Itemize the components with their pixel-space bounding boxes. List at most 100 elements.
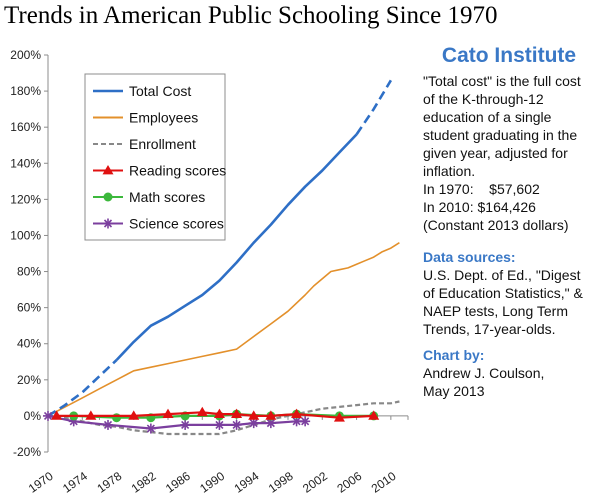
star-stroke (292, 417, 301, 426)
data-point (231, 408, 243, 418)
legend-item: Enrollment (93, 136, 196, 152)
data-point (145, 423, 156, 434)
legend-item: Reading scores (93, 163, 226, 179)
x-tick-label: 2002 (300, 469, 330, 496)
data-point (51, 410, 63, 420)
x-tick-label: 1990 (197, 469, 227, 496)
data-point (196, 406, 208, 417)
y-tick-label: 80% (17, 265, 41, 279)
cost-1970-row: In 1970: $57,602 (423, 180, 595, 198)
y-tick-label: 180% (10, 84, 41, 98)
star-stroke (232, 420, 241, 429)
legend-label: Employees (129, 110, 198, 126)
cost-2010-value: $164,426 (477, 199, 536, 215)
data-point (265, 410, 277, 420)
series-line (355, 79, 393, 136)
x-tick-label: 1982 (129, 469, 159, 496)
y-tick-label: -20% (13, 445, 41, 459)
chartby-date: May 2013 (423, 383, 485, 399)
x-tick-label: 1970 (26, 469, 56, 496)
data-point (128, 410, 140, 420)
y-tick-label: 60% (17, 301, 41, 315)
dollars-note: (Constant 2013 dollars) (423, 217, 569, 233)
data-point (43, 410, 53, 421)
star-stroke (215, 420, 224, 429)
legend-box (84, 73, 226, 241)
data-point (213, 408, 225, 418)
legend: Total Cost Employees Enrollment Reading sco… (84, 73, 226, 241)
data-point (85, 410, 97, 420)
data-point (214, 419, 225, 430)
data-point (248, 418, 259, 429)
cost-2010-row: In 2010: $164,426 (423, 198, 595, 216)
legend-item: Science scores (93, 216, 224, 232)
star-stroke (103, 420, 113, 429)
cost-description: "Total cost" is the full cost of the K-t… (423, 73, 581, 179)
legend-label: Reading scores (129, 163, 226, 179)
data-point (112, 413, 122, 423)
data-point (102, 165, 114, 175)
data-point (291, 408, 303, 418)
x-tick-labels: 1970 1974 1978 1982 1986 1990 1994 1998 2002 2006… (26, 469, 399, 496)
data-point (162, 408, 174, 418)
org-name: Cato Institute (441, 44, 577, 67)
cost-2010-label: In 2010: (423, 199, 474, 215)
chartby-header: Chart by: (423, 347, 485, 363)
legend-label: Total Cost (129, 83, 191, 99)
data-point (248, 410, 260, 420)
legend-item: Total Cost (93, 83, 191, 99)
y-tick-label: 0% (24, 409, 42, 423)
data-point (300, 416, 311, 427)
star-stroke (146, 424, 155, 433)
series-employees (47, 242, 400, 417)
legend-label: Math scores (129, 189, 205, 205)
star-stroke (43, 411, 53, 420)
legend-item: Math scores (93, 189, 205, 205)
series-line (56, 411, 374, 419)
star-stroke (181, 420, 190, 429)
data-point (103, 419, 113, 430)
x-tick-label: 1974 (60, 469, 90, 496)
y-tick-label: 20% (17, 373, 41, 387)
cost-1970-value: $57,602 (489, 181, 540, 197)
data-point (180, 419, 191, 430)
series-science (43, 410, 311, 434)
sources-header: Data sources: (423, 249, 516, 265)
series-line (47, 359, 118, 417)
star-stroke (103, 219, 113, 228)
data-point (291, 416, 302, 427)
y-tick-label: 160% (10, 120, 41, 134)
x-tick-label: 2006 (334, 469, 364, 496)
legend-label: Science scores (129, 216, 224, 232)
x-tick-label: 1998 (266, 469, 296, 496)
page-title: Trends in American Public Schooling Sinc… (4, 2, 498, 29)
series-lines (43, 79, 400, 436)
sidebar-notes: Cato Institute "Total cost" is the full … (423, 44, 595, 400)
series-line (115, 133, 358, 361)
data-point (368, 410, 380, 420)
x-tick-label: 1986 (163, 469, 193, 496)
x-tick-label: 1978 (94, 469, 124, 496)
y-tick-label: 140% (10, 156, 41, 170)
data-point (333, 412, 345, 422)
data-point (103, 192, 113, 202)
cost-1970-label: In 1970: (423, 181, 474, 197)
y-tick-labels: -20% 0% 20% 40% 60% 80% 100% 120% 140% 160% 180% 20… (10, 48, 41, 459)
star-stroke (249, 419, 258, 428)
data-point (103, 218, 113, 229)
series-total-cost (47, 79, 393, 417)
y-tick-label: 40% (17, 337, 41, 351)
y-tick-label: 100% (10, 228, 41, 242)
star-stroke (266, 419, 275, 428)
series-line (47, 242, 400, 417)
x-tick-label: 2010 (369, 469, 399, 496)
data-point (231, 419, 242, 430)
sources-text: U.S. Dept. of Ed., "Digest of Education … (423, 267, 583, 337)
series-reading (51, 406, 380, 422)
y-tick-label: 200% (10, 48, 41, 62)
legend-item: Employees (93, 110, 198, 126)
chartby-name: Andrew J. Coulson, (423, 365, 545, 381)
legend-label: Enrollment (129, 136, 196, 152)
y-tick-label: 120% (10, 192, 41, 206)
